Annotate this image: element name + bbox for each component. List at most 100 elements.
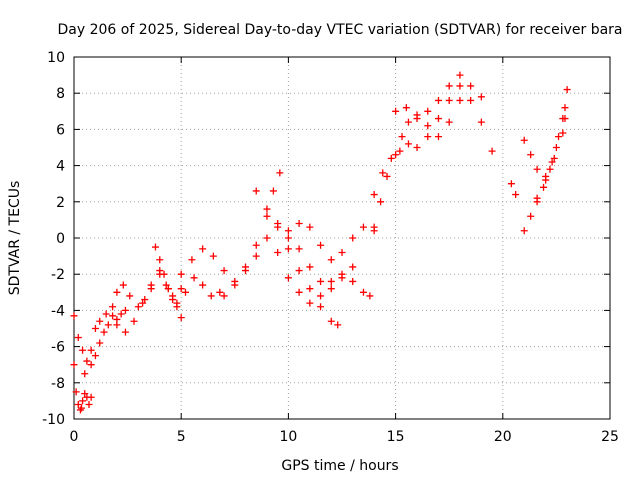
data-point [141,296,149,304]
data-point [242,267,250,275]
data-point [156,267,164,275]
data-point [188,256,196,264]
data-point [263,205,271,213]
x-tick-label: 25 [601,429,619,445]
data-point [456,71,464,79]
data-point [147,281,155,289]
data-point [181,288,189,296]
y-tick-label: 6 [56,122,65,138]
data-point [263,234,271,242]
data-point [74,334,82,342]
data-point [370,191,378,199]
data-point [370,223,378,231]
data-point [392,151,400,159]
data-point [160,270,168,278]
data-point [209,252,217,260]
data-point [327,256,335,264]
data-point [338,270,346,278]
data-point [477,118,485,126]
series-trace-5 [151,243,185,322]
data-point [533,198,541,206]
data-point [392,107,400,115]
data-point [295,288,303,296]
data-point [220,267,228,275]
y-tick-label: 4 [56,159,65,175]
data-point [87,346,95,354]
data-point [467,96,475,104]
data-point [456,96,464,104]
data-point [117,310,125,318]
data-point [100,328,108,336]
data-point [164,285,172,293]
data-point [83,357,91,365]
data-point [349,263,357,271]
data-point [190,274,198,282]
data-point [199,281,207,289]
series-trace-17 [533,86,571,206]
series-trace-13 [392,71,485,123]
series-trace-8 [252,187,342,329]
series-trace-1 [70,361,95,414]
data-point [317,277,325,285]
data-point [81,370,89,378]
series-trace-9 [274,220,378,264]
data-point [404,118,412,126]
data-point [413,115,421,123]
data-point [91,325,99,332]
data-point [119,281,127,289]
data-point [252,252,260,260]
data-point [81,390,89,398]
data-point [177,270,185,278]
data-point [317,241,325,249]
data-point [252,187,260,195]
y-tick-label: 2 [56,195,65,211]
y-tick-label: -4 [51,303,65,319]
data-point [434,96,442,104]
data-point [424,122,432,130]
data-point [555,133,563,141]
data-point [396,147,404,155]
series-trace-2 [70,306,129,369]
data-point [173,303,181,311]
data-points [70,71,571,414]
y-tick-label: -6 [51,340,65,356]
data-point [387,154,395,162]
data-point [70,312,78,320]
series-trace-11 [370,96,464,231]
data-point [445,96,453,104]
data-point [559,115,567,123]
data-point [109,312,117,320]
data-point [338,248,346,256]
data-point [327,317,335,325]
series-trace-4 [113,267,224,336]
data-point [252,241,260,249]
data-point [520,227,528,235]
data-point [317,292,325,300]
data-point [85,401,93,409]
data-point [199,245,207,253]
data-point [424,133,432,141]
data-point [177,314,185,322]
data-point [162,281,170,289]
data-point [552,144,560,151]
data-point [366,292,374,300]
data-point [274,248,282,256]
data-point [306,223,314,231]
x-axis-label: GPS time / hours [281,458,398,474]
data-point [349,234,357,242]
x-tick-label: 20 [494,429,512,445]
data-point [306,263,314,271]
data-point [488,147,496,155]
data-point [284,227,292,235]
data-point [284,274,292,282]
series-trace-15 [520,104,569,235]
data-point [527,151,535,159]
data-point [177,285,185,293]
y-tick-label: -2 [51,267,65,283]
data-point [467,82,475,90]
data-point [276,169,284,177]
data-point [383,172,391,180]
y-axis-label: SDTVAR / TECUs [7,181,23,296]
data-point [284,234,292,242]
data-point [559,129,567,137]
